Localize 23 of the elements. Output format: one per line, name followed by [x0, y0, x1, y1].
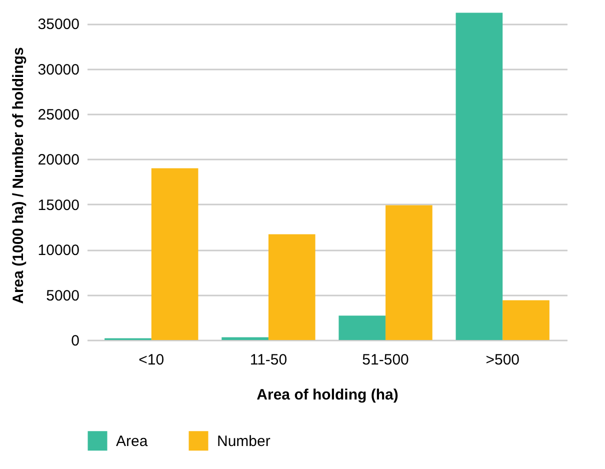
y-axis-title: Area (1000 ha) / Number of holdings: [10, 47, 27, 304]
y-tick-label: 0: [71, 332, 80, 350]
y-tick-label: 30000: [38, 61, 80, 78]
legend-label: Number: [217, 432, 270, 450]
y-tick-label: 20000: [38, 152, 80, 169]
x-tick-label: 11-50: [250, 352, 288, 368]
bar: [151, 168, 198, 340]
x-axis-title: Area of holding (ha): [256, 386, 398, 404]
bar: [386, 205, 432, 340]
bar: [456, 12, 503, 340]
bar: [338, 316, 386, 340]
y-tick-label: 10000: [38, 242, 80, 260]
bar: [222, 337, 268, 340]
bar: [502, 300, 550, 340]
legend-label: Area: [116, 432, 148, 450]
y-tick-label: 25000: [38, 106, 80, 124]
bar: [268, 234, 316, 340]
y-tick-label: 15000: [38, 196, 80, 214]
x-tick-label: <10: [138, 352, 164, 368]
y-tick-label: 5000: [46, 287, 80, 304]
x-tick-label: >500: [486, 352, 520, 368]
y-tick-label: 35000: [38, 16, 80, 34]
x-tick-label: 51-500: [362, 352, 409, 368]
